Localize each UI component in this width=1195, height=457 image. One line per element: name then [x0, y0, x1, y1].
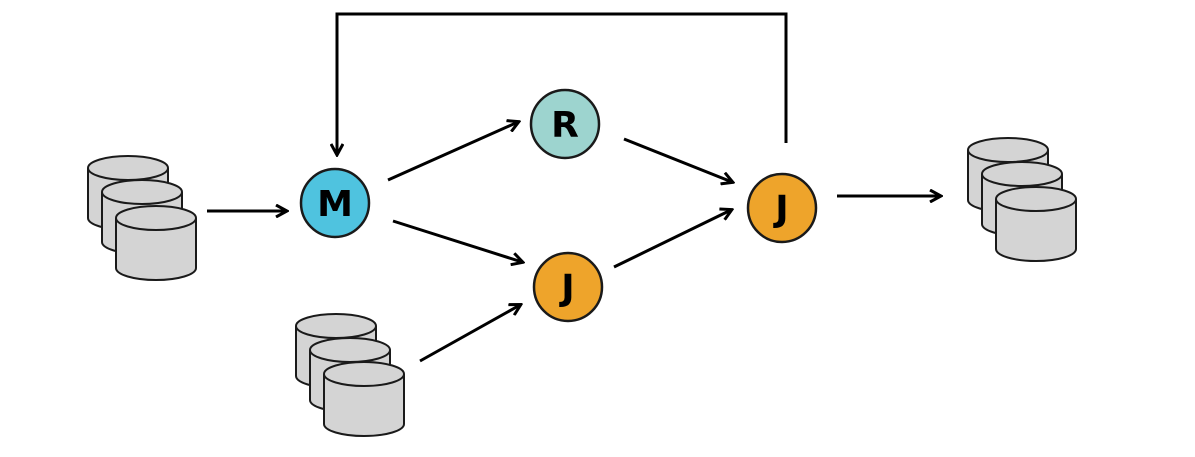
- node-join-1-circle: [532, 251, 604, 323]
- database-stack-icon-sink: [967, 137, 1077, 262]
- edge-feedback-join2-to-map: [337, 12, 788, 154]
- edge-map-to-join1: [392, 219, 522, 262]
- edge-map-to-reduce: [387, 122, 518, 182]
- node-join-1-label: J: [558, 268, 574, 309]
- node-map-label: M: [317, 184, 353, 225]
- edge-reduce-to-join2: [623, 137, 732, 182]
- node-map-circle: [299, 167, 371, 239]
- node-join-2-circle: [746, 172, 818, 244]
- node-join-2-label: J: [772, 189, 788, 230]
- node-reduce-circle: [529, 88, 601, 160]
- node-map: M: [299, 167, 371, 239]
- edge-source-b-to-join1: [419, 305, 520, 363]
- node-reduce: R: [529, 88, 601, 160]
- node-join-1: J: [532, 251, 604, 323]
- database-stack-icon-source-a: [87, 155, 197, 281]
- database-stack-icon-source-b: [295, 313, 405, 437]
- node-reduce-label: R: [551, 105, 579, 146]
- edge-join1-to-join2: [613, 210, 731, 269]
- node-join-2: J: [746, 172, 818, 244]
